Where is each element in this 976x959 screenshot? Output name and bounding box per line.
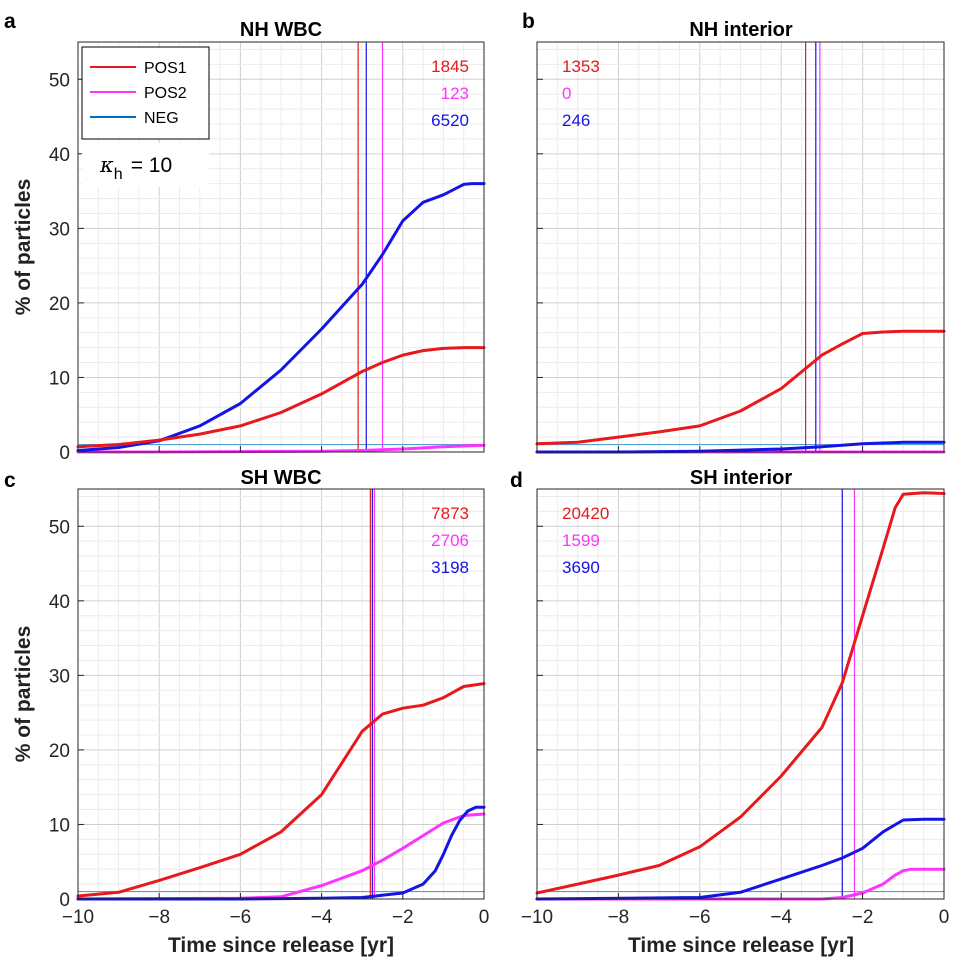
ticks: 0 10 20 30 40 50 [49,70,485,464]
x-tick-label: −4 [770,907,792,928]
kappa-subscript: h [114,166,123,183]
particle-counts: 1353 0 246 [562,57,600,130]
series-line-pos1 [535,329,946,446]
series-line-pos1 [535,491,946,895]
kappa-label: κh = 10 [99,153,172,183]
count-neg: 3690 [562,558,600,577]
panel-a: 0 10 20 30 40 50 1845 123 6520 a NH WBC [4,10,486,464]
panel-letter: a [4,10,16,33]
particle-counts: 20420 1599 3690 [562,504,609,577]
axes-frame [77,41,485,453]
ticks [536,78,945,453]
x-tick-label: −4 [311,907,333,928]
y-tick-label: 0 [59,443,70,464]
count-neg: 3198 [431,558,469,577]
series-line-neg [535,817,946,901]
x-tick-label: −10 [62,907,94,928]
kappa-symbol: κ [99,153,114,177]
panel-b: 1353 0 246 b NH interior [522,10,946,454]
count-neg: 246 [562,111,590,130]
y-tick-label: 50 [49,70,70,91]
y-tick-label: 40 [49,145,70,166]
x-tick-label: 0 [479,907,490,928]
legend-label-pos2: POS2 [144,85,187,102]
y-axis-label-top: % of particles [12,179,35,316]
grid [536,42,945,453]
legend: POS1 POS2 NEG [81,46,210,140]
count-pos2: 2706 [431,531,469,550]
kappa-box [82,143,209,187]
series-line-pos1 [76,682,486,898]
series-line-neg [76,182,486,452]
panel-letter: b [522,10,535,33]
count-pos1: 7873 [431,504,469,523]
x-axis-label-left: Time since release [yr] [168,934,394,957]
y-tick-label: 40 [49,592,70,613]
x-tick-label: 0 [939,907,950,928]
count-neg: 6520 [431,111,469,130]
legend-entries: POS1 POS2 NEG [90,60,187,127]
ticks: −10 −8 −6 −4 −2 0 0 10 20 30 40 50 [49,517,489,928]
particle-counts: 7873 2706 3198 [431,504,469,577]
kappa-value: = 10 [131,154,172,177]
series-line-pos1 [76,346,486,449]
axes-frame [536,41,945,453]
grid [77,489,485,900]
x-tick-label: −6 [689,907,711,928]
y-tick-label: 30 [49,666,70,687]
y-tick-label: 0 [59,890,70,911]
x-tick-label: −8 [608,907,630,928]
x-tick-label: −2 [392,907,414,928]
y-axis-label-bottom: % of particles [12,626,35,763]
count-pos1: 1353 [562,57,600,76]
ticks: −10 −8 −6 −4 −2 0 [521,525,950,928]
panel-title: NH interior [689,19,793,41]
panel-title: NH WBC [240,19,322,41]
y-tick-label: 10 [49,815,70,836]
y-tick-label: 20 [49,294,70,315]
panel-c: −10 −8 −6 −4 −2 0 0 10 20 30 40 50 7873 2706 3198 c S… [4,467,489,928]
count-pos1: 1845 [431,57,469,76]
count-pos2: 123 [441,84,469,103]
count-pos2: 0 [562,84,571,103]
panel-title: SH WBC [240,467,321,489]
x-tick-label: −8 [148,907,170,928]
y-tick-label: 10 [49,368,70,389]
y-tick-label: 20 [49,741,70,762]
panel-title: SH interior [690,467,792,489]
count-pos2: 1599 [562,531,600,550]
y-tick-label: 50 [49,517,70,538]
panel-letter: c [4,469,16,492]
x-tick-label: −2 [852,907,874,928]
axes-frame [77,488,485,900]
x-tick-label: −6 [230,907,252,928]
panel-d: −10 −8 −6 −4 −2 0 20420 1599 3690 d SH interior [510,467,949,928]
kappa-annotation: κh = 10 [82,143,209,187]
panel-letter: d [510,469,523,492]
count-pos1: 20420 [562,504,609,523]
x-axis-label-right: Time since release [yr] [628,934,854,957]
legend-label-neg: NEG [144,110,179,127]
axes-frame [536,488,945,900]
legend-label-pos1: POS1 [144,60,187,77]
y-tick-label: 30 [49,219,70,240]
particle-counts: 1845 123 6520 [431,57,469,130]
x-tick-label: −10 [521,907,553,928]
